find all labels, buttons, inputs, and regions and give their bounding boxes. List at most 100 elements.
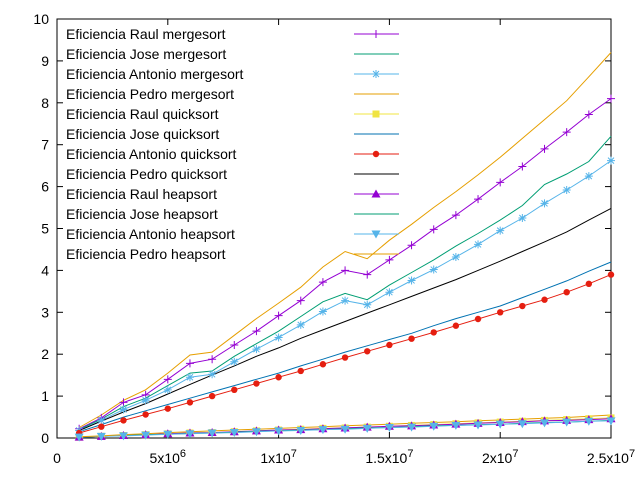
data-point xyxy=(341,354,349,361)
data-point xyxy=(296,296,305,305)
data-point xyxy=(185,359,194,368)
data-point xyxy=(363,270,372,279)
data-point xyxy=(119,398,128,407)
data-point xyxy=(606,417,616,426)
data-point xyxy=(386,341,393,349)
data-point xyxy=(407,423,417,432)
legend-label: Eficiencia Jose quicksort xyxy=(66,126,219,142)
y-tick-label: 4 xyxy=(41,262,49,278)
data-point xyxy=(451,252,460,261)
y-tick-label: 1 xyxy=(41,388,49,404)
data-point xyxy=(496,226,505,235)
series-markers xyxy=(74,94,616,442)
data-point xyxy=(318,426,328,435)
data-point xyxy=(584,417,594,426)
legend-marker xyxy=(372,70,380,78)
data-point xyxy=(362,424,372,433)
data-point xyxy=(385,255,394,264)
data-point xyxy=(275,374,282,381)
data-point xyxy=(164,405,171,412)
data-point xyxy=(607,271,615,278)
data-point xyxy=(519,302,526,310)
y-tick-label: 8 xyxy=(41,95,49,111)
x-tick-label: 0 xyxy=(53,450,61,466)
data-point xyxy=(474,195,483,204)
data-point xyxy=(451,421,461,430)
data-point xyxy=(341,296,350,305)
data-point xyxy=(341,266,350,275)
data-point xyxy=(120,417,127,424)
data-point xyxy=(186,399,194,406)
data-point xyxy=(517,420,527,429)
data-point xyxy=(384,424,394,433)
legend-marker xyxy=(371,189,381,198)
data-point xyxy=(141,396,150,405)
legend-label: Eficiencia Antonio heapsort xyxy=(66,226,235,242)
data-point xyxy=(274,311,283,320)
y-tick-label: 10 xyxy=(33,11,49,27)
legend-label: Eficiencia Pedro quicksort xyxy=(66,166,227,182)
data-point xyxy=(74,433,84,442)
data-point xyxy=(562,418,572,427)
data-point xyxy=(563,288,570,296)
data-point xyxy=(562,185,571,194)
data-point xyxy=(296,426,306,435)
data-point xyxy=(452,322,460,329)
data-point xyxy=(540,419,550,428)
data-point xyxy=(163,385,172,394)
data-point xyxy=(230,340,239,349)
legend-label: Eficiencia Jose heapsort xyxy=(66,206,218,222)
data-point xyxy=(562,128,571,137)
legend-marker xyxy=(372,30,380,38)
data-point xyxy=(185,430,195,439)
data-point xyxy=(540,144,549,153)
data-point xyxy=(274,427,284,436)
y-tick-label: 5 xyxy=(41,221,49,237)
series-line xyxy=(79,207,612,431)
data-point xyxy=(252,327,261,336)
series-line xyxy=(78,52,612,428)
data-point xyxy=(473,421,483,430)
data-point xyxy=(141,431,151,440)
data-point xyxy=(119,405,128,414)
data-point xyxy=(163,430,173,439)
legend-label: Eficiencia Pedro heapsort xyxy=(66,246,226,262)
x-tick-label: 1x107 xyxy=(260,448,296,466)
data-point xyxy=(318,307,327,316)
data-point xyxy=(142,411,149,418)
x-tick-label: 2.5x107 xyxy=(587,448,635,466)
data-point xyxy=(231,386,238,394)
data-point xyxy=(518,214,527,223)
legend-label: Eficiencia Antonio quicksort xyxy=(66,146,237,162)
y-tick-label: 9 xyxy=(41,53,49,69)
data-point xyxy=(540,199,549,208)
data-point xyxy=(385,288,394,297)
data-point xyxy=(230,357,239,366)
data-point xyxy=(340,425,350,434)
x-tick-label: 5x106 xyxy=(150,448,186,466)
data-point xyxy=(274,333,283,342)
legend-label: Eficiencia Raul quicksort xyxy=(66,106,219,122)
series-line xyxy=(79,261,612,433)
data-point xyxy=(297,367,304,375)
data-point xyxy=(495,420,505,429)
data-point xyxy=(252,345,261,354)
data-point xyxy=(318,278,327,287)
data-point xyxy=(474,240,483,249)
data-point xyxy=(429,265,438,274)
data-point xyxy=(208,392,216,400)
series-line xyxy=(78,135,612,431)
data-point xyxy=(474,315,482,323)
y-tick-label: 7 xyxy=(41,137,49,153)
data-point xyxy=(496,178,505,187)
y-tick-label: 2 xyxy=(41,346,49,362)
data-point xyxy=(607,94,615,103)
data-point xyxy=(429,422,439,431)
data-point xyxy=(407,276,416,285)
x-tick-label: 2x107 xyxy=(482,448,518,466)
data-point xyxy=(98,423,105,430)
axis-tick-labels: 0 1 2 3 4 5 6 7 8 9 10 0 5x106 1x107 1.5x107 2x107 2.5x1… xyxy=(33,11,635,466)
data-point xyxy=(229,429,239,438)
x-tick-label: 1.5x107 xyxy=(365,448,413,466)
